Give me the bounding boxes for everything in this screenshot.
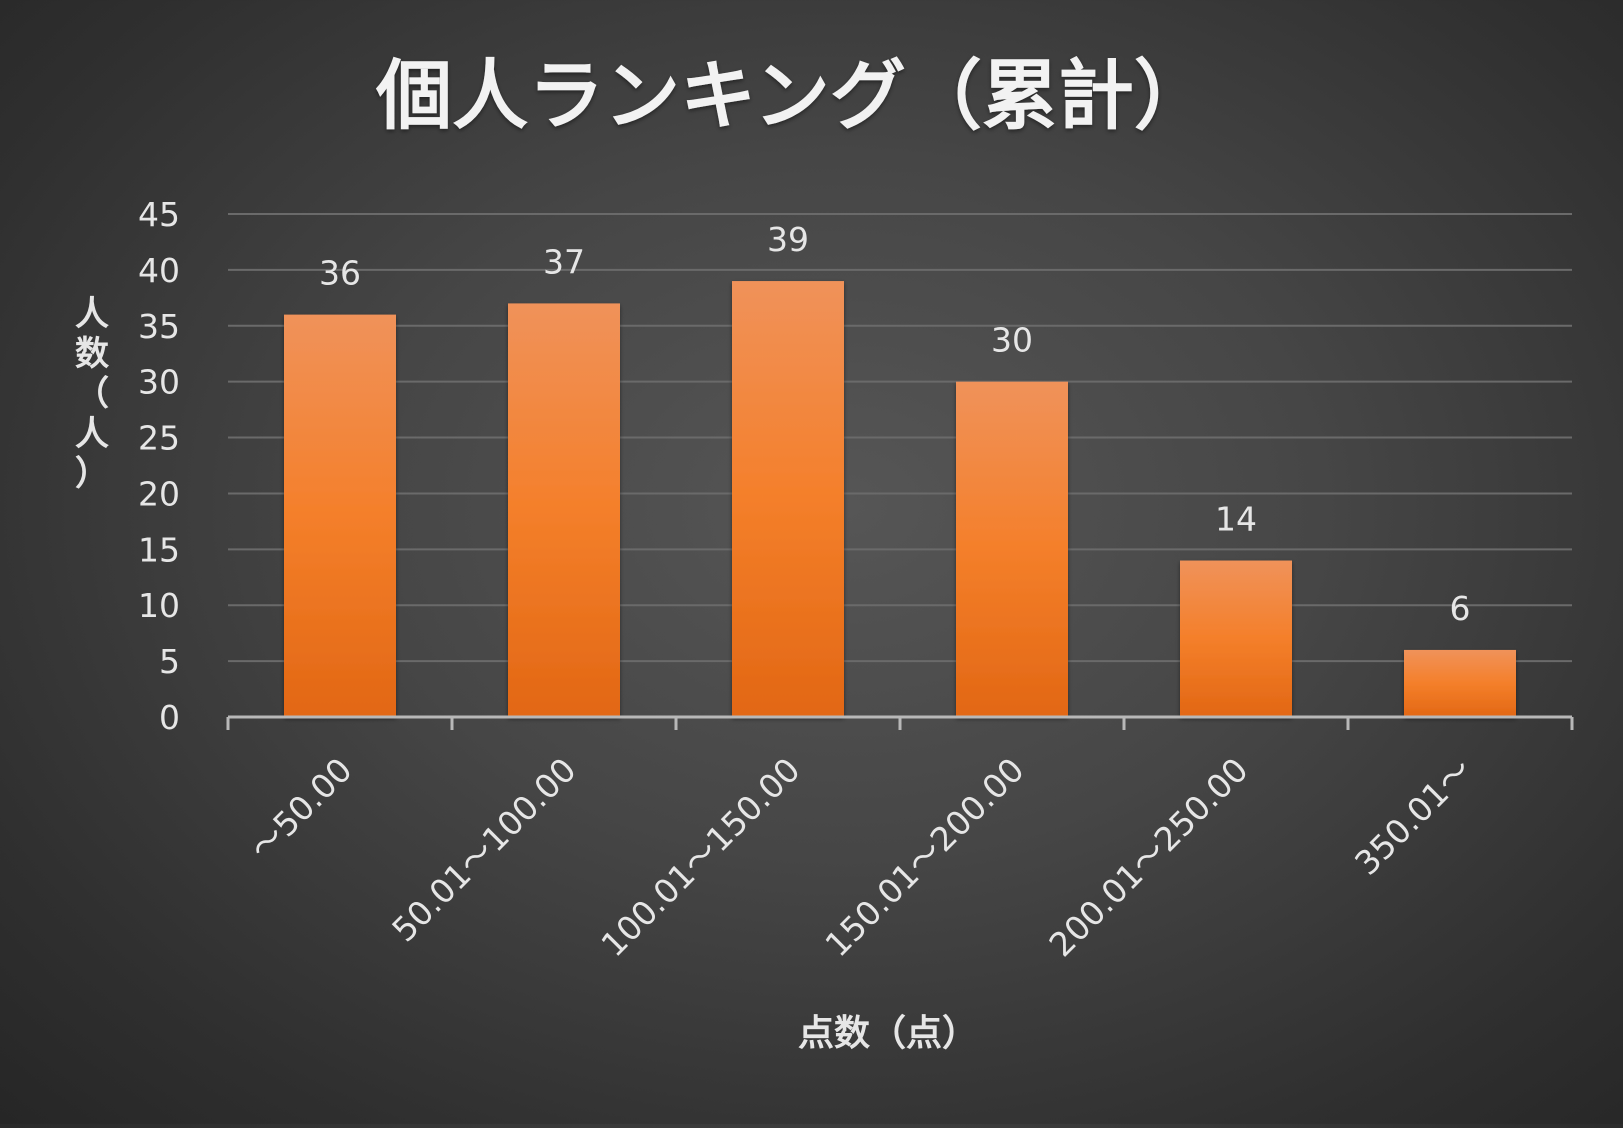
x-tick-label: 100.01～150.00 xyxy=(593,750,807,964)
y-tick-label: 10 xyxy=(138,586,180,625)
y-tick-label: 30 xyxy=(138,363,180,402)
x-tick-label: 200.01～250.00 xyxy=(1041,750,1255,964)
data-label: 30 xyxy=(991,321,1033,360)
data-label: 36 xyxy=(319,254,361,293)
x-tick-label: 350.01～ xyxy=(1347,750,1480,883)
x-tick-label: 150.01～200.00 xyxy=(817,750,1031,964)
bar xyxy=(284,314,396,717)
x-tick-label: 50.01～100.00 xyxy=(384,750,583,949)
data-label: 39 xyxy=(767,220,809,259)
data-label: 37 xyxy=(543,242,585,281)
y-tick-label: 0 xyxy=(159,698,180,737)
y-tick-label: 15 xyxy=(138,530,180,569)
data-label: 6 xyxy=(1450,589,1471,628)
bar xyxy=(956,381,1068,717)
y-tick-label: 40 xyxy=(138,251,180,290)
y-tick-label: 25 xyxy=(138,419,180,458)
x-axis-ticks: ～50.00 50.01～100.00 100.01～150.00 150.01～20… xyxy=(242,750,1480,964)
bar xyxy=(732,281,844,717)
x-axis-title: 点数（点） xyxy=(798,1013,978,1054)
bar xyxy=(1404,649,1516,717)
chart-title: 個人ランキング（累計） xyxy=(375,51,1210,140)
bar xyxy=(508,303,620,717)
x-tick-label: ～50.00 xyxy=(242,750,360,868)
y-axis-title: 人数（人） xyxy=(75,294,109,494)
data-labels: 36 37 39 30 14 6 xyxy=(319,220,1471,628)
y-tick-label: 45 xyxy=(138,195,180,234)
y-tick-label: 20 xyxy=(138,474,180,513)
y-axis-ticks: 0 5 10 15 20 25 30 35 40 45 xyxy=(138,195,180,737)
data-label: 14 xyxy=(1215,500,1257,539)
gridlines xyxy=(228,213,1572,663)
y-tick-label: 5 xyxy=(159,642,180,681)
bar xyxy=(1180,560,1292,717)
x-axis xyxy=(226,715,1574,730)
y-tick-label: 35 xyxy=(138,307,180,346)
bars xyxy=(284,281,1516,717)
